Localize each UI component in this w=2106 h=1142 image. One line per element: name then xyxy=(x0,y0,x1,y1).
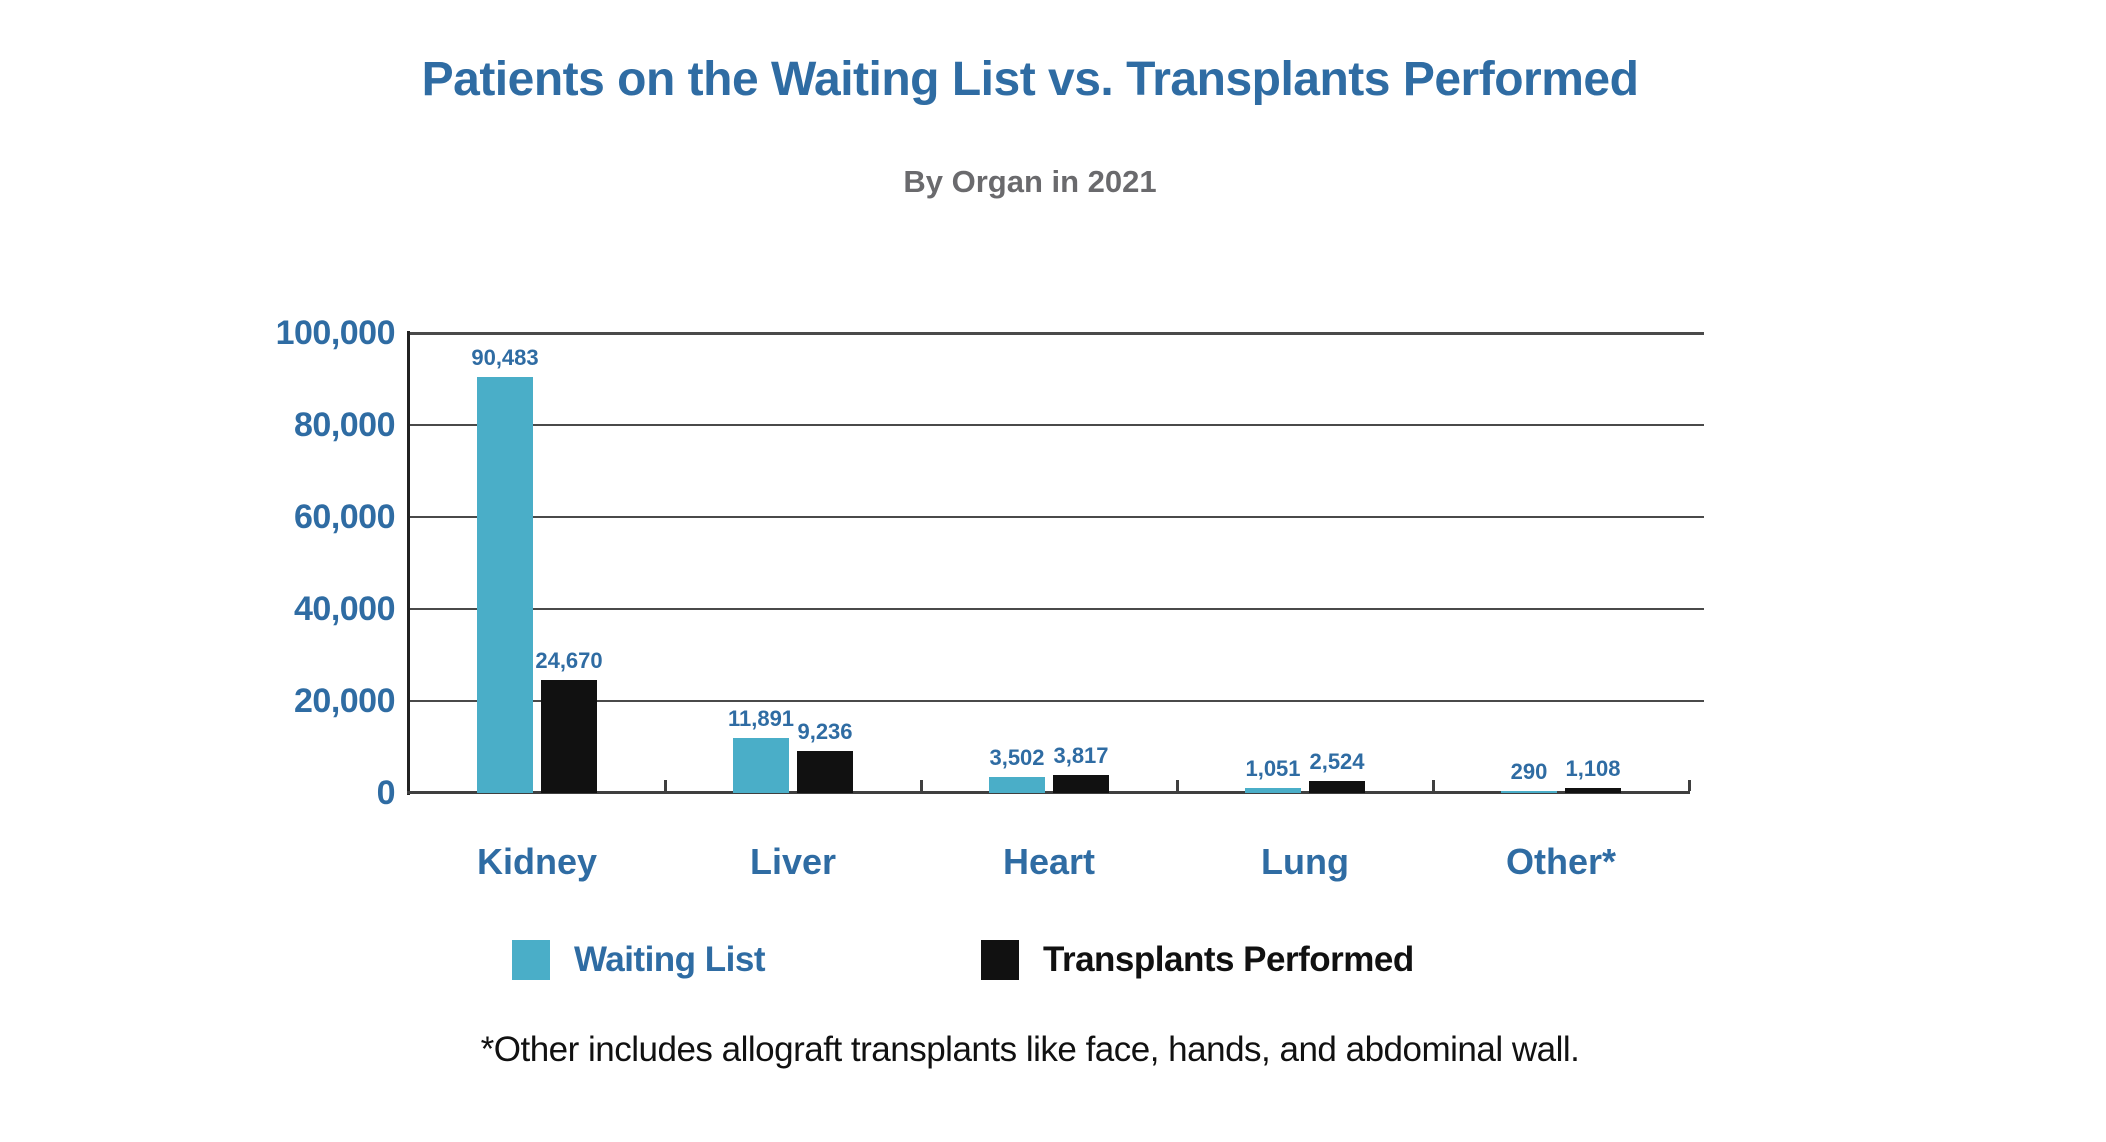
x-axis-tick xyxy=(1176,780,1179,791)
gridline-20000 xyxy=(410,700,1704,702)
bar-transplants-performed-liver xyxy=(797,751,853,793)
chart-subtitle: By Organ in 2021 xyxy=(903,164,1157,199)
bar-value-label: 2,524 xyxy=(1309,749,1365,774)
gridline-60000 xyxy=(410,516,1704,518)
y-axis-tick-label: 60,000 xyxy=(294,498,396,536)
x-axis-tick xyxy=(1432,780,1435,791)
bar-value-label: 24,670 xyxy=(535,648,603,673)
bar-waiting-list-liver xyxy=(733,738,789,793)
y-axis-tick-label: 20,000 xyxy=(294,682,396,720)
bar-value-label: 9,236 xyxy=(797,719,853,744)
gridline-100000 xyxy=(410,332,1704,335)
category-label-heart: Heart xyxy=(1002,841,1096,882)
bar-waiting-list-heart xyxy=(989,777,1045,793)
category-label-other: Other* xyxy=(1505,841,1617,882)
legend-label-transplants-performed: Transplants Performed xyxy=(1043,940,1414,979)
y-axis-tick-label: 80,000 xyxy=(294,406,396,444)
waiting-list-swatch xyxy=(512,940,550,980)
y-axis-tick-label: 100,000 xyxy=(275,314,396,352)
gridline-40000 xyxy=(410,608,1704,610)
bar-value-label: 3,502 xyxy=(989,745,1045,770)
bar-value-label: 290 xyxy=(1510,759,1548,784)
bar-waiting-list-kidney xyxy=(477,377,533,793)
chart-title: Patients on the Waiting List vs. Transpl… xyxy=(421,53,1639,106)
bar-value-label: 1,108 xyxy=(1565,756,1621,781)
y-axis-line xyxy=(407,331,410,795)
bar-transplants-performed-other xyxy=(1565,788,1621,793)
transplants-performed-swatch xyxy=(981,940,1019,980)
legend-item-waiting-list: Waiting List xyxy=(512,938,766,982)
x-axis-tick xyxy=(920,780,923,791)
bar-transplants-performed-lung xyxy=(1309,781,1365,793)
gridline-80000 xyxy=(410,424,1704,426)
bar-transplants-performed-kidney xyxy=(541,680,597,793)
legend-item-transplants-performed: Transplants Performed xyxy=(981,938,1414,982)
x-axis-tick xyxy=(1688,780,1691,791)
x-axis-line xyxy=(407,791,1690,794)
category-label-kidney: Kidney xyxy=(476,841,598,882)
category-label-liver: Liver xyxy=(749,841,837,882)
category-label-lung: Lung xyxy=(1261,841,1349,882)
x-axis-tick xyxy=(664,780,667,791)
bar-waiting-list-other xyxy=(1501,791,1557,793)
bar-value-label: 11,891 xyxy=(727,706,795,731)
y-axis-tick-label: 0 xyxy=(376,774,396,812)
bar-value-label: 1,051 xyxy=(1245,756,1301,781)
bar-value-label: 90,483 xyxy=(471,345,539,370)
legend-label-waiting-list: Waiting List xyxy=(574,940,766,979)
chart-footnote: *Other includes allograft transplants li… xyxy=(480,1030,1580,1069)
bar-transplants-performed-heart xyxy=(1053,775,1109,793)
bar-value-label: 3,817 xyxy=(1053,743,1109,768)
bar-waiting-list-lung xyxy=(1245,788,1301,793)
y-axis-tick-label: 40,000 xyxy=(294,590,396,628)
